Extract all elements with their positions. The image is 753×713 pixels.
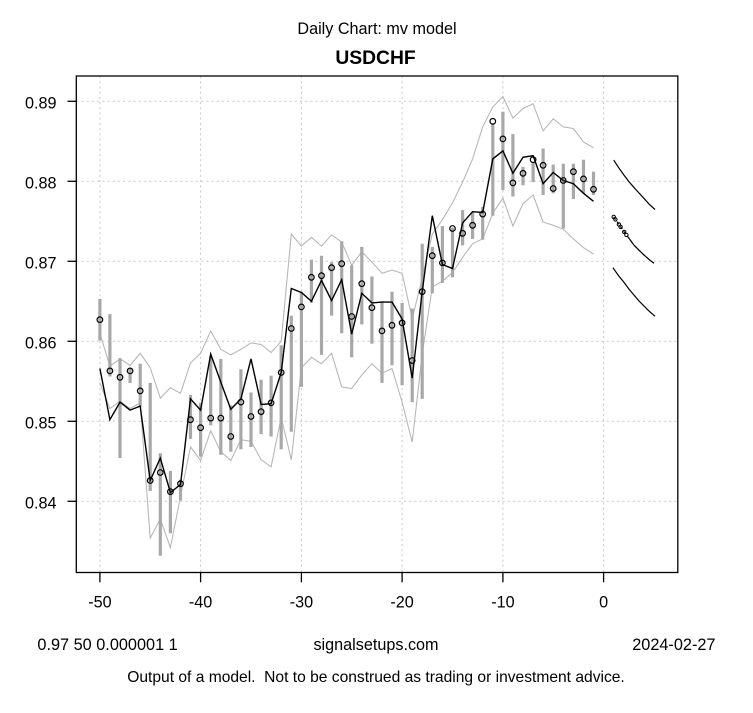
- svg-text:0.87: 0.87: [25, 255, 57, 273]
- svg-text:0.97 50 0.000001 1: 0.97 50 0.000001 1: [37, 636, 177, 654]
- svg-text:-20: -20: [390, 594, 413, 612]
- svg-text:signalsetups.com: signalsetups.com: [313, 636, 438, 654]
- svg-text:Output of a model. Not to be: Output of a model. Not to be construed a…: [127, 669, 625, 686]
- svg-text:0.85: 0.85: [25, 415, 57, 433]
- svg-text:0.84: 0.84: [25, 495, 57, 513]
- svg-text:0.86: 0.86: [25, 335, 57, 353]
- svg-text:0.88: 0.88: [25, 175, 57, 193]
- svg-text:USDCHF: USDCHF: [335, 48, 416, 69]
- svg-text:-10: -10: [491, 594, 514, 612]
- svg-text:-40: -40: [189, 594, 212, 612]
- svg-text:-30: -30: [290, 594, 313, 612]
- svg-text:2024-02-27: 2024-02-27: [632, 636, 715, 654]
- svg-text:0.89: 0.89: [25, 95, 57, 113]
- svg-text:-50: -50: [88, 594, 111, 612]
- svg-text:Daily Chart: mv model: Daily Chart: mv model: [297, 20, 456, 38]
- svg-text:0: 0: [599, 594, 608, 612]
